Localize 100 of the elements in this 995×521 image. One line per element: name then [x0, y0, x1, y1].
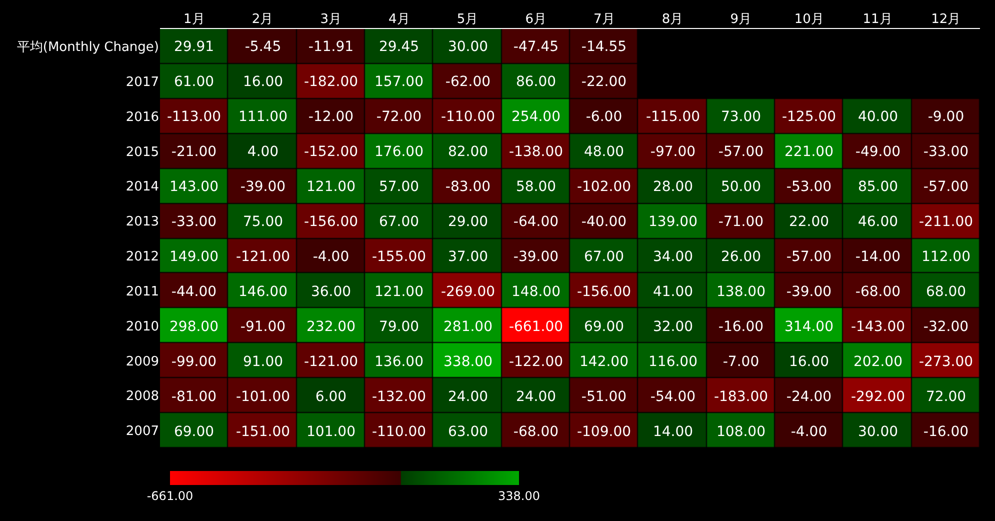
y-tick-label: 2017	[126, 74, 159, 90]
y-tick-label: 2015	[126, 144, 159, 160]
data-label: -53.00	[786, 178, 832, 195]
data-label: -182.00	[304, 74, 358, 90]
data-label: -6.00	[586, 108, 622, 125]
x-tick-label: 1月	[184, 12, 205, 27]
x-tick-label: 11月	[862, 12, 892, 27]
y-tick-label: 2016	[126, 110, 159, 125]
x-tick-label: 7月	[594, 12, 615, 27]
data-label: -81.00	[171, 388, 217, 405]
data-label: -32.00	[923, 318, 969, 335]
data-label: -5.45	[244, 38, 282, 55]
data-label: -110.00	[372, 424, 426, 440]
data-label: 254.00	[512, 108, 560, 125]
data-label: 116.00	[648, 354, 698, 370]
data-label: -49.00	[855, 144, 901, 160]
data-label: 338.00	[444, 354, 492, 370]
data-label: 32.00	[652, 318, 694, 335]
data-label: -125.00	[782, 108, 836, 125]
data-label: -91.00	[240, 318, 286, 335]
data-label: -14.55	[581, 38, 627, 55]
data-label: -39.00	[786, 284, 832, 300]
data-label: 139.00	[648, 214, 698, 230]
data-label: -11.91	[308, 38, 354, 55]
data-label: -9.00	[928, 108, 964, 125]
data-label: -68.00	[513, 424, 559, 440]
data-label: 101.00	[306, 424, 356, 440]
data-label: -64.00	[513, 214, 559, 230]
data-label: -72.00	[376, 108, 422, 125]
data-label: 73.00	[720, 108, 762, 125]
data-label: 30.00	[448, 38, 488, 55]
y-tick-label: 2010	[126, 319, 159, 334]
data-label: 82.00	[448, 144, 488, 160]
data-label: -269.00	[440, 284, 496, 300]
data-label: -132.00	[372, 388, 426, 405]
data-label: 61.00	[174, 74, 214, 90]
data-label: 37.00	[448, 248, 488, 265]
data-label: -138.00	[508, 144, 564, 160]
data-label: 36.00	[310, 284, 352, 300]
x-tick-label: 6月	[525, 12, 546, 27]
y-tick-label: 2009	[126, 354, 159, 370]
data-label: 112.00	[922, 248, 970, 265]
data-label: 41.00	[652, 284, 694, 300]
data-label: 149.00	[170, 248, 218, 265]
data-label: -113.00	[166, 108, 222, 125]
data-label: 26.00	[720, 248, 762, 265]
data-label: -44.00	[171, 284, 217, 300]
data-label: 69.00	[174, 424, 214, 440]
x-tick-label: 8月	[662, 12, 684, 27]
data-label: -211.00	[918, 214, 974, 230]
y-tick-label: 2014	[126, 180, 159, 195]
data-label: -115.00	[646, 108, 700, 125]
data-label: 14.00	[652, 424, 694, 440]
data-label: -54.00	[650, 388, 696, 405]
data-label: 202.00	[854, 354, 902, 370]
data-label: -71.00	[718, 214, 764, 230]
x-tick-label: 3月	[320, 12, 342, 27]
data-label: 85.00	[858, 178, 898, 195]
data-label: 146.00	[238, 284, 288, 300]
data-label: 16.00	[788, 354, 830, 370]
data-label: 28.00	[652, 178, 694, 195]
x-tick-label: 12月	[931, 12, 961, 27]
data-label: -68.00	[855, 284, 901, 300]
data-label: 298.00	[170, 318, 218, 335]
data-label: -97.00	[650, 144, 696, 160]
data-label: -109.00	[576, 424, 632, 440]
data-label: 67.00	[378, 214, 420, 230]
data-label: -122.00	[508, 354, 564, 370]
data-label: 75.00	[242, 214, 284, 230]
data-label: -33.00	[171, 214, 217, 230]
data-label: 143.00	[170, 178, 218, 195]
data-label: -99.00	[171, 354, 217, 370]
data-label: -152.00	[304, 144, 358, 160]
data-label: 24.00	[516, 388, 556, 405]
data-label: 148.00	[512, 284, 560, 300]
data-label: -121.00	[236, 248, 290, 265]
data-label: 232.00	[306, 318, 356, 335]
data-label: 67.00	[584, 248, 624, 265]
x-tick-label: 9月	[730, 12, 752, 27]
data-label: 29.00	[448, 214, 488, 230]
x-tick-label: 5月	[456, 12, 478, 27]
data-label: -101.00	[236, 388, 290, 405]
data-label: 72.00	[926, 388, 966, 405]
y-tick-label: 2007	[126, 424, 159, 440]
data-label: 63.00	[448, 424, 488, 440]
data-label: -110.00	[440, 108, 496, 125]
data-label: 58.00	[516, 178, 556, 195]
data-label: 221.00	[784, 144, 834, 160]
data-label: 142.00	[580, 354, 628, 370]
y-tick-label: 2013	[126, 214, 159, 230]
data-label: 50.00	[720, 178, 762, 195]
data-label: 138.00	[716, 284, 766, 300]
data-label: -292.00	[850, 388, 906, 405]
data-label: 34.00	[652, 248, 694, 265]
data-label: 30.00	[858, 424, 898, 440]
data-label: 4.00	[247, 144, 279, 160]
data-label: -661.00	[508, 318, 564, 335]
y-tick-label: 2008	[126, 389, 159, 404]
data-label: -12.00	[308, 108, 354, 125]
data-label: -22.00	[581, 74, 627, 90]
